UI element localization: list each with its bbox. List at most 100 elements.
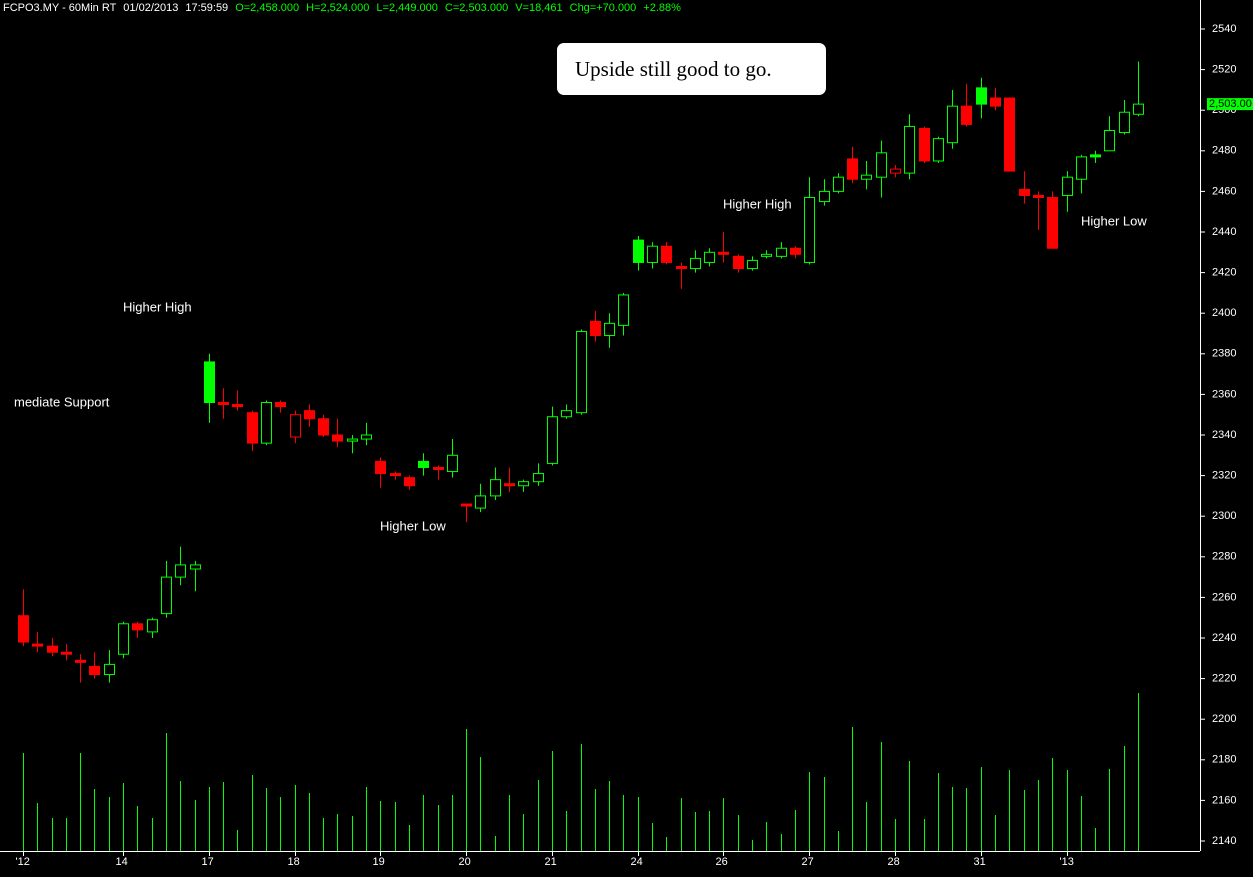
candle-body: [361, 434, 372, 440]
candle-body: [876, 152, 887, 178]
candle-body: [733, 255, 744, 270]
y-tick-label: 2460: [1212, 185, 1236, 197]
candle-body: [1019, 188, 1030, 196]
candle-body: [919, 127, 930, 162]
candle-body: [747, 259, 758, 270]
candle-body: [990, 97, 1001, 107]
candle-body: [447, 454, 458, 473]
header-item: O=2,458.000: [235, 2, 299, 14]
x-tick-label: 28: [888, 856, 900, 868]
candle-body: [518, 481, 529, 487]
header-item: 01/02/2013: [123, 2, 178, 14]
candle-body: [661, 245, 672, 263]
x-tick-label: 19: [373, 856, 385, 868]
candle-body: [1076, 156, 1087, 180]
last-price-box: [1207, 98, 1253, 111]
header-item: Chg=+70.000: [570, 2, 637, 14]
y-tick-label: 2200: [1212, 713, 1236, 725]
annotation: Higher Low: [1081, 213, 1147, 228]
y-tick-label: 2340: [1212, 429, 1236, 441]
y-tick-label: 2480: [1212, 145, 1236, 157]
header-item: L=2,449.000: [376, 2, 437, 14]
candle-body: [1133, 103, 1144, 115]
candle-body: [190, 564, 201, 570]
candle-body: [804, 196, 815, 263]
y-tick-label: 2240: [1212, 632, 1236, 644]
candle-body: [261, 402, 272, 444]
header-item: FCPO3.MY - 60Min RT: [3, 2, 117, 14]
y-tick-label: 2400: [1212, 307, 1236, 319]
y-tick-label: 2440: [1212, 226, 1236, 238]
y-tick-label: 2160: [1212, 794, 1236, 806]
candle-body: [347, 438, 358, 442]
header-item: V=18,461: [515, 2, 562, 14]
candle-body: [318, 418, 329, 436]
y-tick-label: 2180: [1212, 754, 1236, 766]
candle-body: [647, 245, 658, 263]
candle-body: [718, 251, 729, 255]
candle-body: [976, 87, 987, 105]
candle-body: [890, 168, 901, 174]
candle-body: [147, 619, 158, 633]
candle-body: [576, 330, 587, 414]
candle-body: [218, 402, 229, 406]
annotation: Higher High: [123, 299, 192, 314]
x-tick-label: 18: [288, 856, 300, 868]
last-price-label: 2,503.00: [1209, 98, 1252, 110]
y-tick-label: 2380: [1212, 348, 1236, 360]
candle-body: [561, 410, 572, 418]
header-item: H=2,524.000: [306, 2, 369, 14]
candle-body: [947, 105, 958, 144]
candle-body: [118, 623, 129, 655]
y-tick-label: 2220: [1212, 673, 1236, 685]
note-box: [557, 43, 826, 95]
candle-body: [504, 483, 515, 487]
candle-body: [1104, 130, 1115, 152]
candle-body: [847, 158, 858, 180]
candle-body: [461, 503, 472, 507]
header: FCPO3.MY - 60Min RT 01/02/2013 17:59:59 O=2…: [3, 2, 681, 14]
candle-body: [132, 623, 143, 631]
candle-body: [547, 416, 558, 464]
candle-body: [1062, 176, 1073, 196]
annotation: Higher High: [723, 196, 792, 211]
candle-body: [533, 473, 544, 483]
candle-body: [1033, 194, 1044, 198]
candle-body: [618, 294, 629, 326]
candle-body: [32, 643, 43, 647]
candle-body: [175, 564, 186, 578]
header-item: 17:59:59: [185, 2, 228, 14]
candle-body: [961, 105, 972, 125]
candle-body: [290, 414, 301, 438]
candle-body: [232, 404, 243, 408]
candle-body: [933, 138, 944, 162]
x-tick-label: '13: [1060, 856, 1074, 868]
x-tick-label: 24: [631, 856, 643, 868]
candle-body: [1004, 97, 1015, 172]
candle-body: [104, 663, 115, 676]
y-tick-label: 2280: [1212, 551, 1236, 563]
candle-body: [676, 266, 687, 270]
candle-body: [275, 402, 286, 408]
y-tick-label: 2420: [1212, 267, 1236, 279]
candle-body: [490, 479, 501, 497]
header-item: +2.88%: [643, 2, 681, 14]
candle-body: [375, 460, 386, 475]
y-tick-label: 2260: [1212, 591, 1236, 603]
candle-body: [47, 645, 58, 653]
x-tick-label: 27: [802, 856, 814, 868]
y-tick-label: 2540: [1212, 23, 1236, 35]
candle-body: [904, 125, 915, 174]
candle-body: [247, 412, 258, 444]
header-item: C=2,503.000: [445, 2, 508, 14]
candle-body: [404, 477, 415, 487]
candle-body: [790, 247, 801, 255]
candle-body: [833, 176, 844, 192]
x-tick-label: 31: [974, 856, 986, 868]
candle-body: [704, 251, 715, 263]
candle-body: [1047, 196, 1058, 249]
candle-body: [204, 361, 215, 404]
y-tick-label: 2520: [1212, 64, 1236, 76]
